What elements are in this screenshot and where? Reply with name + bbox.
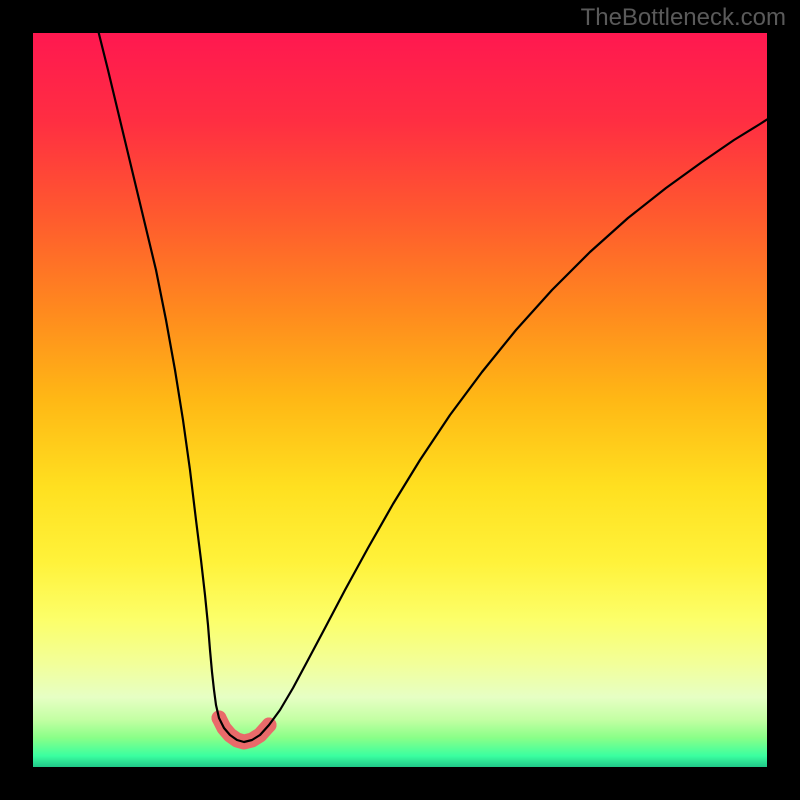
watermark-text: TheBottleneck.com [581,4,786,32]
figure-root: TheBottleneck.com [0,0,800,800]
bottleneck-curve [95,18,782,742]
curve-layer [0,0,800,800]
